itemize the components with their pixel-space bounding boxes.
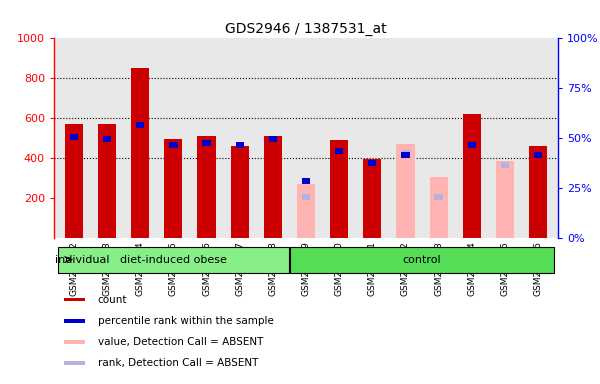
Bar (501, 162, 509, 168)
Bar (136, 122, 145, 128)
Bar (297, 184, 315, 238)
Bar (64, 298, 85, 301)
Bar (131, 68, 149, 238)
Bar (401, 150, 410, 156)
Bar (103, 136, 111, 142)
Bar (64, 340, 85, 344)
Bar (368, 160, 376, 166)
Bar (169, 142, 178, 148)
Text: count: count (98, 295, 127, 305)
Bar (363, 159, 382, 238)
Bar (529, 146, 547, 238)
Title: GDS2946 / 1387531_at: GDS2946 / 1387531_at (225, 22, 387, 36)
Bar (65, 124, 83, 238)
Bar (236, 142, 244, 148)
Bar (202, 140, 211, 146)
Bar (401, 152, 410, 158)
Text: diet-induced obese: diet-induced obese (120, 255, 227, 265)
Text: rank, Detection Call = ABSENT: rank, Detection Call = ABSENT (98, 358, 258, 368)
Bar (496, 161, 514, 238)
Bar (64, 361, 85, 365)
Bar (290, 247, 554, 273)
Bar (335, 148, 343, 154)
Bar (302, 178, 310, 184)
Bar (164, 139, 182, 238)
Bar (269, 136, 277, 142)
Bar (302, 194, 310, 200)
Bar (397, 144, 415, 238)
Bar (230, 146, 249, 238)
Text: control: control (403, 255, 442, 265)
Bar (430, 177, 448, 238)
Bar (330, 140, 348, 238)
Bar (264, 136, 282, 238)
Bar (197, 136, 215, 238)
Text: individual: individual (55, 255, 109, 265)
Bar (58, 247, 289, 273)
Bar (434, 194, 443, 200)
Text: percentile rank within the sample: percentile rank within the sample (98, 316, 274, 326)
Bar (70, 134, 78, 140)
Bar (534, 152, 542, 158)
Bar (467, 142, 476, 148)
Bar (98, 124, 116, 238)
Bar (463, 114, 481, 238)
Text: value, Detection Call = ABSENT: value, Detection Call = ABSENT (98, 337, 263, 347)
Bar (64, 319, 85, 323)
